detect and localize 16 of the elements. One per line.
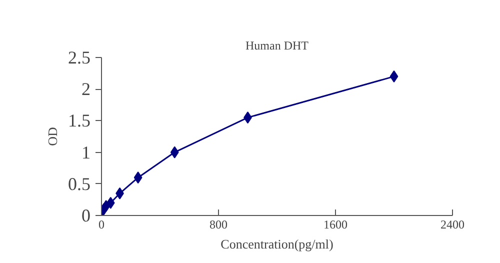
point [134,172,142,184]
y-tick-label: 2.5 [68,48,90,68]
point [390,70,398,82]
x-axis-title: Concentration(pg/ml) [220,236,334,252]
y-tick-label: 1 [82,142,90,162]
x-tick-label: 0 [98,218,104,232]
y-tick-label: 1.5 [68,110,90,131]
point [106,196,115,209]
y-tick-label: 0.5 [68,174,90,194]
point [170,146,179,158]
x-tick-label: 800 [210,218,228,232]
chart-title: Human DHT [246,38,310,52]
x-tick-label: 2400 [440,218,464,232]
y-axis-title: OD [45,127,60,146]
y-tick-label: 2 [82,79,90,100]
x-tick-label: 1600 [324,218,348,232]
